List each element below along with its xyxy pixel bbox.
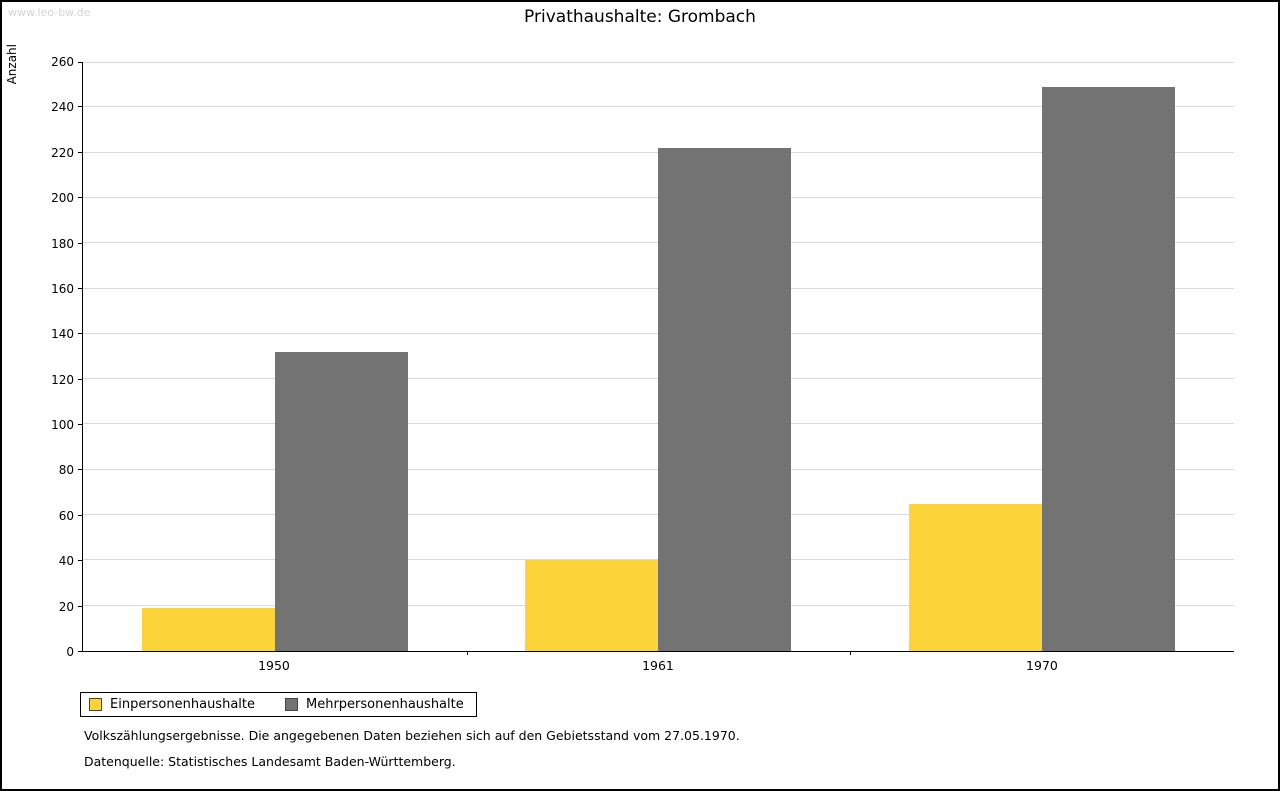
y-tick-mark xyxy=(78,605,82,607)
y-tick-mark xyxy=(78,197,82,199)
x-axis-labels: 1950 1961 1970 xyxy=(82,658,1234,673)
bar-group-1970 xyxy=(850,62,1234,651)
y-tick-label: 0 xyxy=(66,645,74,659)
y-tick-mark xyxy=(78,424,82,426)
y-tick-label: 220 xyxy=(51,145,74,160)
y-axis-labels: 0 20 40 60 80 100 120 140 160 180 200 220 240 260 xyxy=(40,55,82,659)
y-tick-mark xyxy=(78,106,82,108)
y-tick-mark xyxy=(78,242,82,244)
x-tick-label: 1961 xyxy=(642,658,674,673)
y-tick-mark xyxy=(78,151,82,153)
bar-mehrpersonenhaushalte-1961 xyxy=(658,148,792,651)
bar-einpersonenhaushalte-1961 xyxy=(525,560,659,651)
bar-einpersonenhaushalte-1970 xyxy=(909,503,1043,651)
y-tick-mark xyxy=(78,62,82,63)
bar-group-1961 xyxy=(467,62,851,651)
x-tick-label: 1950 xyxy=(258,658,290,673)
x-tick-mark xyxy=(466,651,468,655)
y-tick-mark xyxy=(78,651,82,652)
y-tick-label: 260 xyxy=(51,55,74,69)
y-tick-label: 140 xyxy=(51,327,74,342)
y-tick-mark xyxy=(78,514,82,516)
plot-area xyxy=(82,62,1234,655)
y-tick-label: 180 xyxy=(51,236,74,251)
y-tick-label: 40 xyxy=(58,554,74,569)
gridline xyxy=(83,62,1234,63)
legend-entry-einpersonenhaushalte: Einpersonenhaushalte xyxy=(89,697,255,712)
y-tick-mark xyxy=(78,560,82,562)
x-tick-label: 1970 xyxy=(1026,658,1058,673)
y-tick-mark xyxy=(78,378,82,380)
y-tick-label: 240 xyxy=(51,100,74,115)
y-tick-label: 120 xyxy=(51,372,74,387)
bar-einpersonenhaushalte-1950 xyxy=(141,607,275,651)
legend-label-mehrpersonenhaushalte: Mehrpersonenhaushalte xyxy=(306,697,464,712)
bar-group-1950 xyxy=(83,62,467,651)
y-tick-label: 60 xyxy=(58,508,74,523)
chart-title: Privathaushalte: Grombach xyxy=(524,7,756,27)
y-tick-mark xyxy=(78,469,82,471)
legend-label-einpersonenhaushalte: Einpersonenhaushalte xyxy=(110,697,255,712)
y-tick-label: 100 xyxy=(51,418,74,433)
y-tick-label: 160 xyxy=(51,281,74,296)
y-tick-label: 80 xyxy=(58,463,74,478)
legend-swatch-mehrpersonenhaushalte xyxy=(285,698,298,711)
y-tick-label: 200 xyxy=(51,191,74,206)
bar-mehrpersonenhaushalte-1970 xyxy=(1042,86,1176,651)
y-tick-mark xyxy=(78,333,82,335)
footnote-data-source: Datenquelle: Statistisches Landesamt Bad… xyxy=(84,754,456,769)
y-tick-mark xyxy=(78,287,82,289)
gridline xyxy=(83,106,1234,108)
bar-mehrpersonenhaushalte-1950 xyxy=(274,351,408,651)
x-tick-mark xyxy=(850,651,852,655)
legend-swatch-einpersonenhaushalte xyxy=(89,698,102,711)
y-axis-title: Anzahl xyxy=(5,44,19,85)
legend: Einpersonenhaushalte Mehrpersonenhaushal… xyxy=(80,692,477,717)
footnote-source-note: Volkszählungsergebnisse. Die angegebenen… xyxy=(84,728,740,743)
legend-entry-mehrpersonenhaushalte: Mehrpersonenhaushalte xyxy=(285,697,464,712)
y-tick-label: 20 xyxy=(58,599,74,614)
watermark: www.leo-bw.de xyxy=(8,6,91,19)
